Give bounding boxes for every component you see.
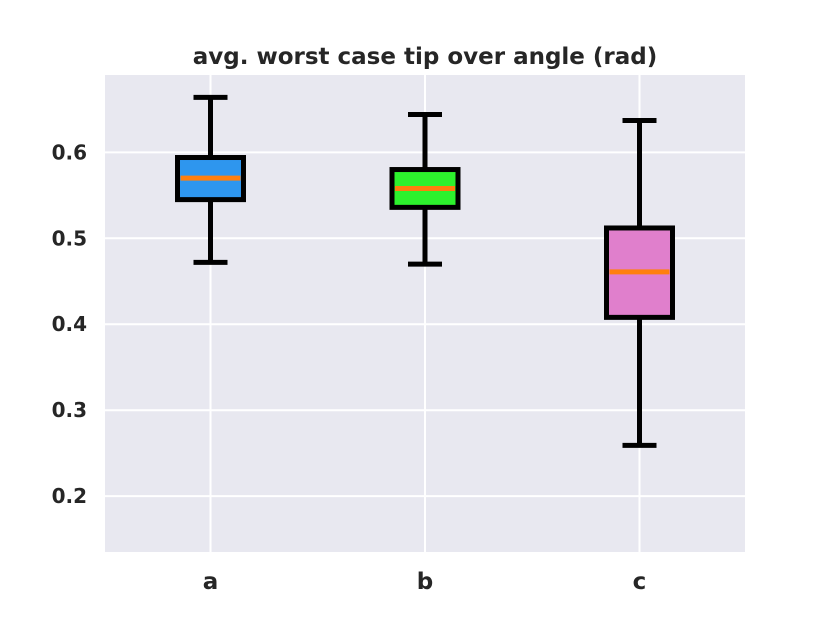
box-c xyxy=(604,118,675,448)
box-b xyxy=(389,112,461,267)
box-series xyxy=(175,94,675,448)
x-tick-label: a xyxy=(203,569,219,595)
y-tick-label: 0.3 xyxy=(52,398,87,422)
x-tick-label: c xyxy=(633,569,647,595)
y-tick-label: 0.2 xyxy=(52,484,87,508)
y-tick-label: 0.4 xyxy=(52,312,87,336)
x-tick-label: b xyxy=(417,569,433,595)
y-tick-label: 0.5 xyxy=(52,226,87,250)
box-a xyxy=(175,94,246,265)
y-axis-ticks: 0.2 0.3 0.4 0.5 0.6 xyxy=(52,140,87,508)
y-tick-label: 0.6 xyxy=(52,140,87,164)
x-axis-ticks: a b c xyxy=(203,569,647,595)
chart-title: avg. worst case tip over angle (rad) xyxy=(193,44,658,70)
